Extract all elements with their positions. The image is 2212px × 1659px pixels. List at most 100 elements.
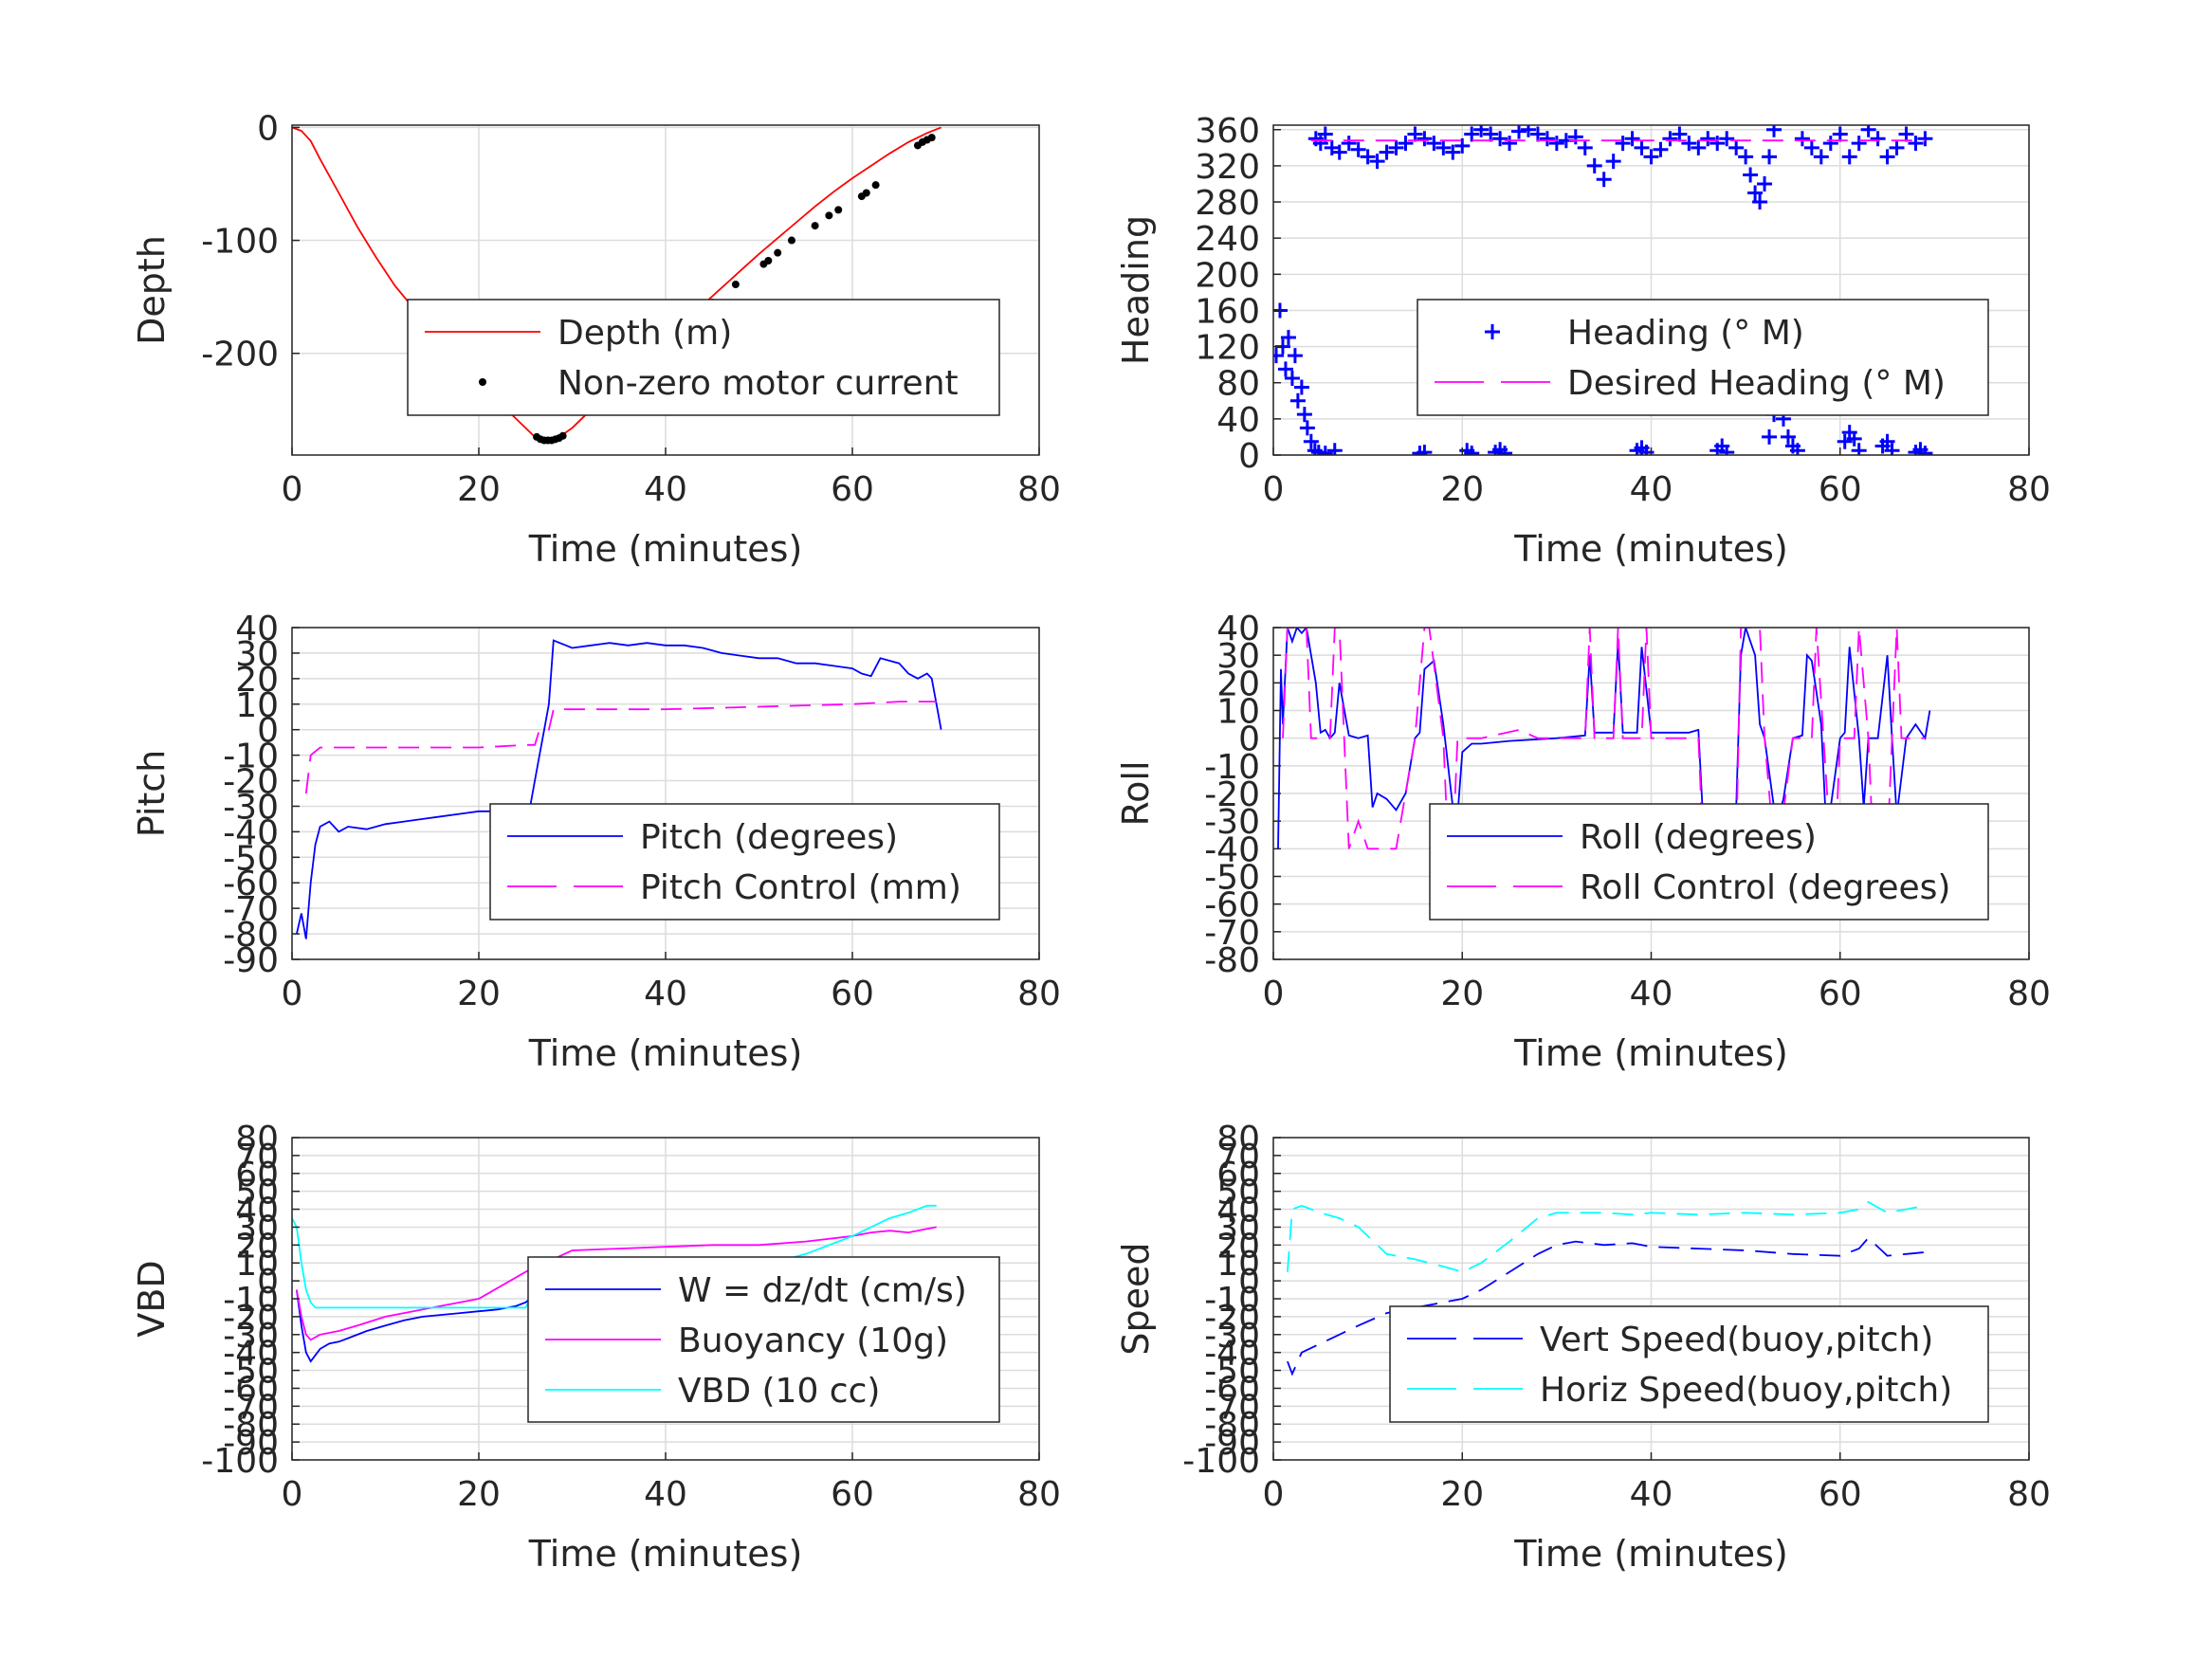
y-tick-label: -60: [1204, 1370, 1260, 1409]
data-point: [1596, 172, 1612, 188]
data-point: [1908, 136, 1924, 152]
data-point: [1417, 445, 1433, 455]
data-point: [1822, 136, 1838, 152]
x-tick-label: 0: [1263, 975, 1285, 1013]
legend: Depth (m) Non-zero motor current: [407, 299, 1000, 416]
y-tick-label: 60: [235, 1156, 279, 1194]
x-axis-label: Time (minutes): [528, 1032, 803, 1074]
x-tick-label: 60: [831, 975, 874, 1013]
x-tick-label: 20: [457, 470, 501, 509]
y-tick-label: -40: [223, 813, 279, 852]
legend-box: [489, 803, 1000, 921]
data-point: [1653, 141, 1669, 157]
x-tick-label: 0: [282, 1475, 303, 1514]
legend-label: Heading (° M): [1567, 314, 1804, 353]
y-tick-label: 30: [1216, 1209, 1260, 1248]
y-tick-label: 50: [1216, 1174, 1260, 1212]
data-point: [1860, 125, 1876, 137]
data-point: [1379, 144, 1395, 160]
data-point: [1548, 136, 1564, 152]
x-tick-label: 40: [644, 1475, 687, 1514]
data-point: [1586, 157, 1602, 173]
series-line-1: [296, 639, 942, 939]
data-point: [1398, 136, 1414, 152]
data-point: [764, 257, 773, 265]
y-tick-label: -80: [1204, 941, 1260, 980]
chart-panel-6: 0 20 40 60 8080706050403020100-10-20-30-40-5…: [1115, 1120, 2051, 1575]
data-point: [1789, 443, 1805, 455]
x-tick-label: 40: [644, 470, 687, 509]
data-point: [1483, 126, 1499, 142]
data-point: [1743, 167, 1759, 183]
data-point: [1757, 175, 1773, 191]
data-point: [834, 206, 843, 214]
y-tick-label: 0: [1238, 437, 1260, 476]
y-tick-label: 40: [1216, 401, 1260, 440]
data-point: [1643, 149, 1659, 165]
data-point: [1273, 348, 1284, 364]
x-tick-label: 0: [282, 975, 303, 1013]
legend-box: [407, 299, 1000, 416]
y-tick-label: 120: [1195, 329, 1260, 368]
y-tick-label: 280: [1195, 184, 1260, 223]
data-point: [1691, 139, 1707, 155]
x-axis-label: Time (minutes): [1513, 1032, 1788, 1074]
y-tick-label: -10: [223, 1281, 279, 1320]
series-line-2: [1287, 1200, 1926, 1273]
y-tick-label: -60: [1204, 886, 1260, 925]
y-tick-label: -60: [223, 865, 279, 903]
legend: Vert Speed(buoy,pitch) Horiz Speed(buoy,p…: [1389, 1305, 1989, 1423]
series-line-1: [1287, 1236, 1926, 1376]
data-point: [1426, 136, 1442, 152]
y-tick-label: -20: [1204, 1299, 1260, 1338]
y-tick-label: 20: [235, 661, 279, 700]
y-tick-label: -20: [1204, 775, 1260, 814]
data-point: [862, 189, 870, 197]
data-point: [1388, 139, 1404, 155]
x-tick-label: 20: [457, 975, 501, 1013]
y-tick-label: 0: [257, 712, 279, 751]
data-point: [1728, 139, 1745, 155]
data-point: [1832, 126, 1848, 142]
y-tick-label: -20: [223, 1299, 279, 1338]
legend-label: VBD (10 cc): [678, 1372, 880, 1411]
y-tick-label: 30: [235, 635, 279, 674]
chart-panel-5: 0 20 40 60 8080706050403020100-10-20-30-40-5…: [131, 1120, 1061, 1575]
data-point: [1277, 361, 1293, 377]
data-point: [1567, 129, 1583, 145]
y-axis-label: Pitch: [131, 750, 173, 838]
x-tick-label: 80: [1017, 470, 1061, 509]
data-point: [1889, 139, 1905, 155]
data-point: [787, 236, 795, 245]
legend-box: [1417, 299, 1989, 416]
x-tick-label: 20: [1440, 470, 1484, 509]
y-tick-label: 0: [257, 1263, 279, 1302]
y-tick-label: -50: [223, 839, 279, 878]
data-point: [1700, 131, 1716, 147]
data-point: [1284, 370, 1300, 386]
data-point: [1803, 139, 1819, 155]
data-point: [825, 211, 833, 220]
y-tick-label: -80: [223, 916, 279, 955]
x-axis-label: Time (minutes): [1513, 528, 1788, 570]
y-tick-label: 0: [1238, 1263, 1260, 1302]
data-point: [871, 181, 880, 190]
y-tick-label: 0: [257, 109, 279, 148]
y-tick-label: -80: [1204, 1406, 1260, 1445]
legend: W = dz/dt (cm/s) Buoyancy (10g) VBD (10 cc…: [527, 1256, 1000, 1423]
y-tick-label: 30: [1216, 637, 1260, 676]
data-point: [1841, 149, 1857, 165]
data-point: [1870, 131, 1886, 147]
data-point: [1879, 149, 1895, 165]
y-tick-label: -50: [1204, 859, 1260, 898]
data-point: [1851, 136, 1867, 152]
data-point: [1303, 433, 1319, 449]
x-tick-label: 60: [831, 1475, 874, 1514]
y-tick-label: -50: [223, 1353, 279, 1392]
legend-label: Roll (degrees): [1580, 818, 1817, 857]
chart-panel-2: 0 20 40 60 8004080120160200240280320360Time …: [1115, 112, 2051, 570]
y-tick-label: -100: [201, 223, 279, 262]
y-tick-label: -30: [1204, 803, 1260, 842]
y-tick-label: -70: [223, 1388, 279, 1427]
data-point: [558, 431, 567, 440]
